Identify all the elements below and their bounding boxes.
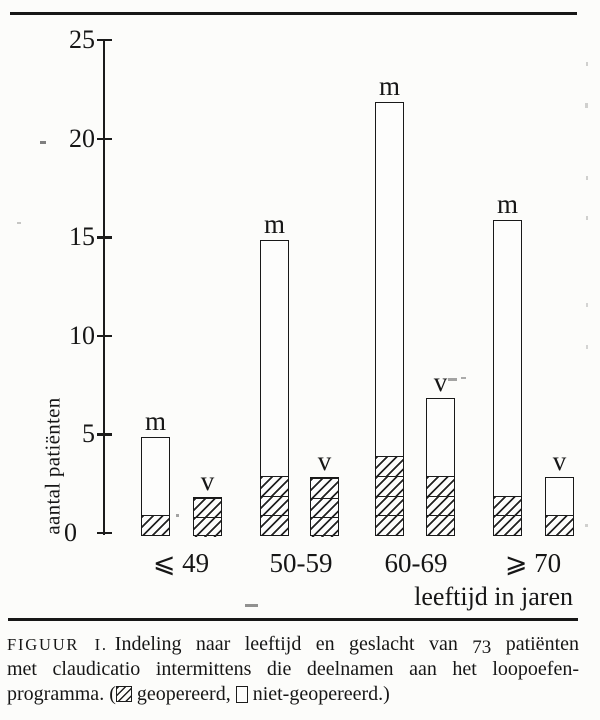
y-tick-25 — [97, 39, 112, 42]
legend-open-label: niet-geopereerd.) — [247, 683, 390, 705]
segment-operated-unit — [376, 456, 403, 476]
caption-text-1b: patiënten — [491, 633, 579, 655]
bar-v-group1 — [193, 496, 222, 537]
segment-operated-unit — [546, 515, 573, 535]
bar-label-m-group2: m — [263, 209, 285, 240]
scan-artifact — [586, 345, 588, 349]
bar-label-v-group3: v — [433, 366, 448, 397]
y-tick-15 — [97, 236, 112, 239]
x-category-label-4: ⩾ 70 — [504, 548, 562, 578]
bar-v-group3 — [426, 397, 455, 536]
segment-operated-unit — [261, 475, 288, 496]
scan-artifact — [448, 378, 457, 381]
segment-operated-unit — [311, 497, 338, 518]
caption-line-3: programma. ( geopereerd, niet-geopereerd… — [7, 682, 579, 707]
segment-operated-unit — [311, 477, 338, 498]
legend-open-swatch — [235, 685, 248, 703]
caption-line-2: met claudicatio intermittens die deelnam… — [7, 657, 579, 682]
caption-text-3a: programma. ( — [7, 683, 116, 705]
scan-artifact — [586, 62, 588, 66]
y-tick-0 — [97, 532, 112, 535]
segment-not-operated — [546, 477, 573, 516]
figure-label: FIGUUR I. — [7, 635, 108, 654]
y-tick-label-5: 5 — [82, 419, 95, 449]
caption-line-1: FIGUUR I. Indeling naar leeftijd en gesla… — [7, 632, 579, 658]
patient-count: 73 — [472, 636, 492, 658]
scan-artifact — [40, 141, 46, 144]
x-category-label-3: 60-69 — [384, 548, 448, 578]
scan-artifact — [176, 514, 179, 517]
y-axis-line — [103, 40, 106, 535]
top-rule — [10, 12, 577, 16]
segment-operated-unit — [494, 515, 521, 535]
bottom-rule — [8, 618, 578, 621]
legend-hatched-swatch — [115, 686, 132, 702]
y-axis-title: aantal patiënten — [40, 397, 65, 535]
scan-artifact — [585, 524, 588, 527]
segment-not-operated — [427, 398, 454, 476]
bar-label-v-group2: v — [317, 445, 332, 476]
x-axis-title: leeftijd in jaren — [414, 582, 573, 611]
bar-label-v-group4: v — [552, 445, 567, 476]
segment-not-operated — [494, 221, 521, 496]
y-tick-label-15: 15 — [69, 222, 95, 252]
segment-not-operated — [376, 103, 403, 457]
bar-v-group4 — [545, 476, 574, 536]
segment-operated-unit — [376, 515, 403, 535]
bar-m-group1 — [141, 437, 170, 536]
segment-operated-unit — [427, 495, 454, 516]
segment-operated-unit — [261, 495, 288, 516]
y-tick-label-10: 10 — [69, 320, 95, 350]
segment-operated-unit — [261, 515, 288, 535]
bar-m-group2 — [260, 240, 289, 536]
y-tick-10 — [97, 334, 112, 338]
scan-artifact — [17, 222, 21, 224]
bar-label-v-group1: v — [200, 465, 215, 496]
caption-text-2: met claudicatio intermittens die deelnam… — [7, 658, 579, 680]
segment-operated-unit — [194, 517, 221, 537]
segment-not-operated — [261, 241, 288, 476]
segment-not-operated — [142, 438, 169, 516]
y-tick-label-0: 0 — [64, 518, 77, 547]
y-tick-label-25: 25 — [69, 25, 95, 54]
segment-operated-unit — [376, 475, 403, 496]
bar-m-group3 — [375, 102, 404, 536]
bar-label-m-group3: m — [378, 71, 400, 102]
segment-operated-unit — [194, 497, 221, 518]
scan-artifact — [461, 377, 466, 379]
segment-operated-unit — [311, 517, 338, 537]
bar-label-m-group1: m — [144, 406, 166, 437]
x-category-label-2: 50-59 — [269, 548, 333, 578]
y-tick-label-20: 20 — [69, 123, 95, 153]
caption-text-1a: Indeling naar leeftijd en geslacht van — [114, 633, 473, 655]
segment-operated-unit — [427, 515, 454, 535]
chart-area: aantal patiënten leeftijd in jaren 0 5 10 1… — [40, 25, 574, 611]
x-category-label-1: ⩽ 49 — [152, 548, 210, 578]
bar-label-m-group4: m — [496, 189, 518, 220]
scan-artifact — [586, 216, 588, 220]
figure-caption: FIGUUR I. Indeling naar leeftijd en gesla… — [7, 632, 579, 707]
scan-artifact — [586, 176, 588, 180]
bar-m-group4 — [493, 220, 522, 536]
scan-artifact — [585, 103, 588, 108]
y-tick-5 — [97, 433, 112, 436]
legend-hatched-label: geopereerd, — [131, 683, 236, 705]
scan-artifact — [245, 604, 258, 607]
segment-operated-unit — [494, 495, 521, 516]
segment-operated-unit — [376, 495, 403, 516]
y-tick-20 — [97, 137, 112, 140]
segment-operated-unit — [427, 475, 454, 496]
bar-v-group2 — [310, 476, 339, 537]
scan-artifact — [586, 303, 588, 307]
segment-operated-unit — [142, 515, 169, 535]
